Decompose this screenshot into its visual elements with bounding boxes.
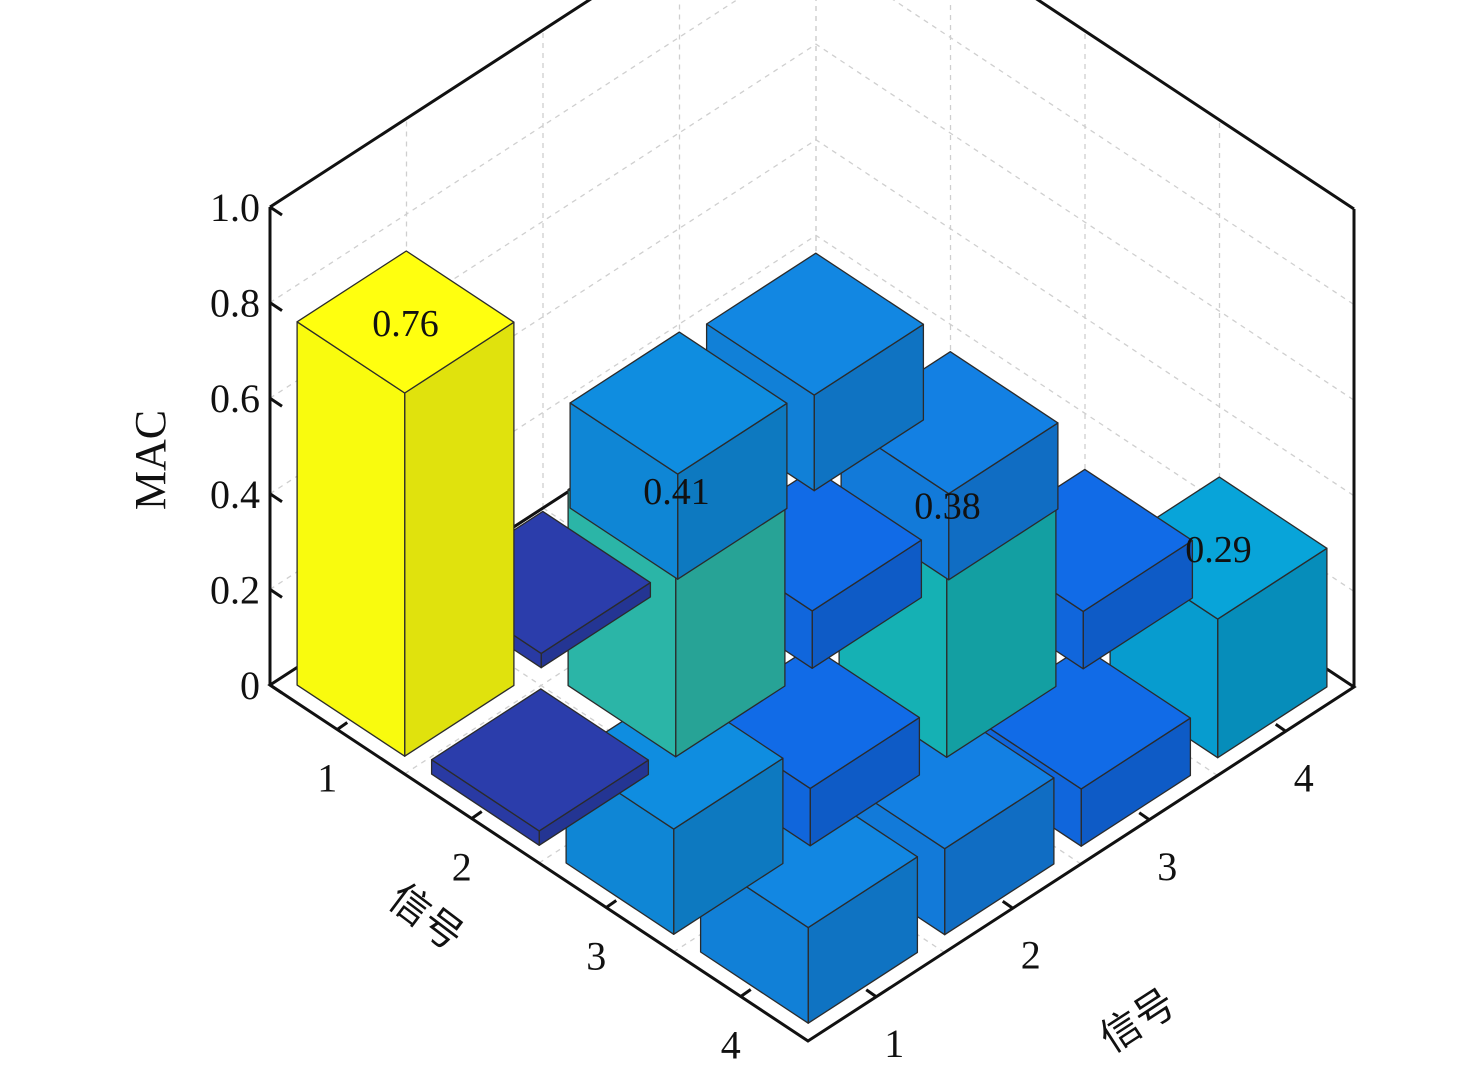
bar-face-top (430, 688, 650, 832)
frame-top (269, 0, 1355, 211)
bar-face-left (404, 321, 515, 757)
z-tick-mark (269, 683, 283, 695)
y-tick-label: 3 (1157, 844, 1177, 889)
grid-line-z (269, 0, 1355, 306)
data-labels: 0.76 0.41 0.38 0.29 (372, 303, 1252, 571)
y-tick-label: 2 (1021, 932, 1041, 977)
z-tick-mark (269, 205, 283, 217)
x-tick-label: 2 (452, 845, 472, 890)
bar-face-top (569, 331, 788, 475)
axis-ticks: 0 0.2 0.4 0.6 0.8 1.0 1 2 3 4 1 2 3 4 (210, 185, 1314, 1068)
z-tick-label: 0 (240, 663, 260, 708)
bar-face-right (296, 321, 406, 757)
z-axis-label: MAC (126, 410, 175, 510)
z-tick-mark (269, 492, 283, 504)
y-axis-label: 信号 (1092, 980, 1184, 1062)
data-label: 0.29 (1185, 529, 1252, 571)
bar-r1-c1 (296, 250, 515, 757)
z-tick-label: 0.2 (210, 567, 260, 612)
x-tick-label: 1 (317, 756, 337, 801)
bar-face-top (705, 252, 925, 396)
z-tick-label: 0.8 (210, 281, 260, 326)
z-tick-label: 0.6 (210, 376, 260, 421)
y-tick-mark (1274, 723, 1287, 733)
grid-line-z (269, 43, 1355, 401)
z-tick-label: 1.0 (210, 185, 260, 230)
data-label: 0.38 (914, 486, 981, 528)
x-tick-mark (336, 721, 349, 731)
z-tick-mark (269, 588, 283, 599)
y-tick-mark (1138, 811, 1151, 821)
y-tick-mark (1001, 900, 1014, 910)
bar-r1-c3 (569, 331, 788, 580)
grid-line-z (269, 234, 1355, 592)
x-tick-mark (739, 988, 752, 998)
data-label: 0.41 (643, 471, 710, 513)
x-tick-mark (605, 899, 618, 909)
x-tick-mark (470, 810, 483, 820)
z-tick-label: 0.4 (210, 472, 260, 517)
x-tick-label: 4 (721, 1023, 741, 1068)
z-tick-mark (269, 301, 283, 312)
bars (296, 250, 1328, 1024)
y-tick-label: 1 (884, 1021, 904, 1066)
x-tick-label: 3 (586, 934, 606, 979)
bar-r2-c1 (430, 688, 650, 846)
bar-face-top (296, 250, 515, 394)
y-tick-label: 4 (1294, 755, 1314, 800)
z-tick-mark (269, 396, 283, 408)
y-tick-mark (865, 988, 878, 998)
data-label: 0.76 (372, 303, 439, 345)
grid-line-z (269, 0, 1355, 210)
